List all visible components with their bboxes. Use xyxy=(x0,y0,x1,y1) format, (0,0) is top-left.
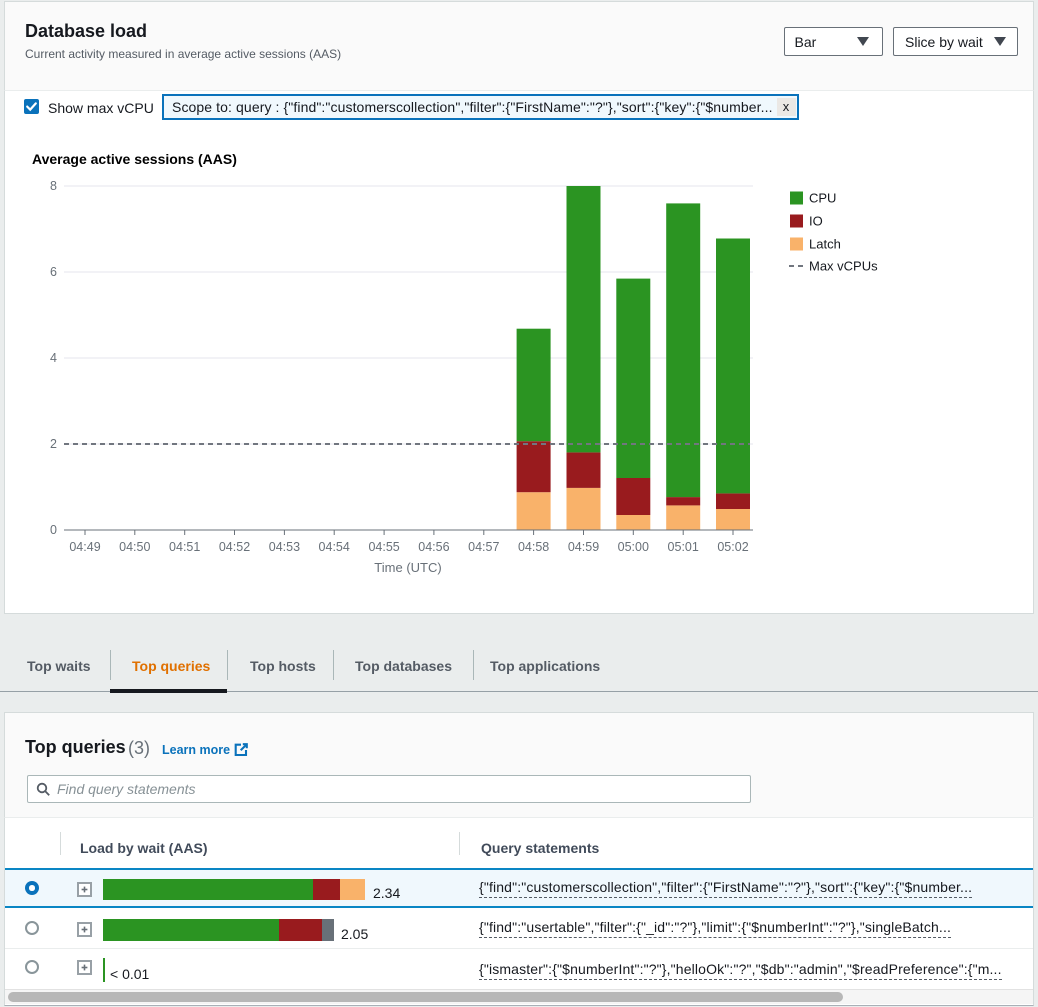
svg-text:04:57: 04:57 xyxy=(468,540,499,554)
svg-text:4: 4 xyxy=(50,351,57,365)
svg-text:04:54: 04:54 xyxy=(319,540,350,554)
svg-text:Latch: Latch xyxy=(809,237,841,252)
svg-text:Average active sessions (AAS): Average active sessions (AAS) xyxy=(32,151,237,167)
svg-text:05:00: 05:00 xyxy=(618,540,649,554)
svg-text:04:53: 04:53 xyxy=(269,540,300,554)
svg-text:Time (UTC): Time (UTC) xyxy=(374,560,441,575)
svg-text:2: 2 xyxy=(50,437,57,451)
svg-text:04:55: 04:55 xyxy=(368,540,399,554)
svg-text:8: 8 xyxy=(50,179,57,193)
svg-text:0: 0 xyxy=(50,523,57,537)
svg-text:CPU: CPU xyxy=(809,191,836,206)
svg-text:04:52: 04:52 xyxy=(219,540,250,554)
svg-text:04:49: 04:49 xyxy=(69,540,100,554)
svg-text:04:56: 04:56 xyxy=(418,540,449,554)
svg-text:IO: IO xyxy=(809,214,823,229)
svg-text:04:59: 04:59 xyxy=(568,540,599,554)
svg-text:Max vCPUs: Max vCPUs xyxy=(809,259,878,274)
svg-text:04:58: 04:58 xyxy=(518,540,549,554)
svg-text:05:01: 05:01 xyxy=(668,540,699,554)
svg-text:04:50: 04:50 xyxy=(119,540,150,554)
svg-text:05:02: 05:02 xyxy=(717,540,748,554)
svg-text:6: 6 xyxy=(50,265,57,279)
svg-text:04:51: 04:51 xyxy=(169,540,200,554)
